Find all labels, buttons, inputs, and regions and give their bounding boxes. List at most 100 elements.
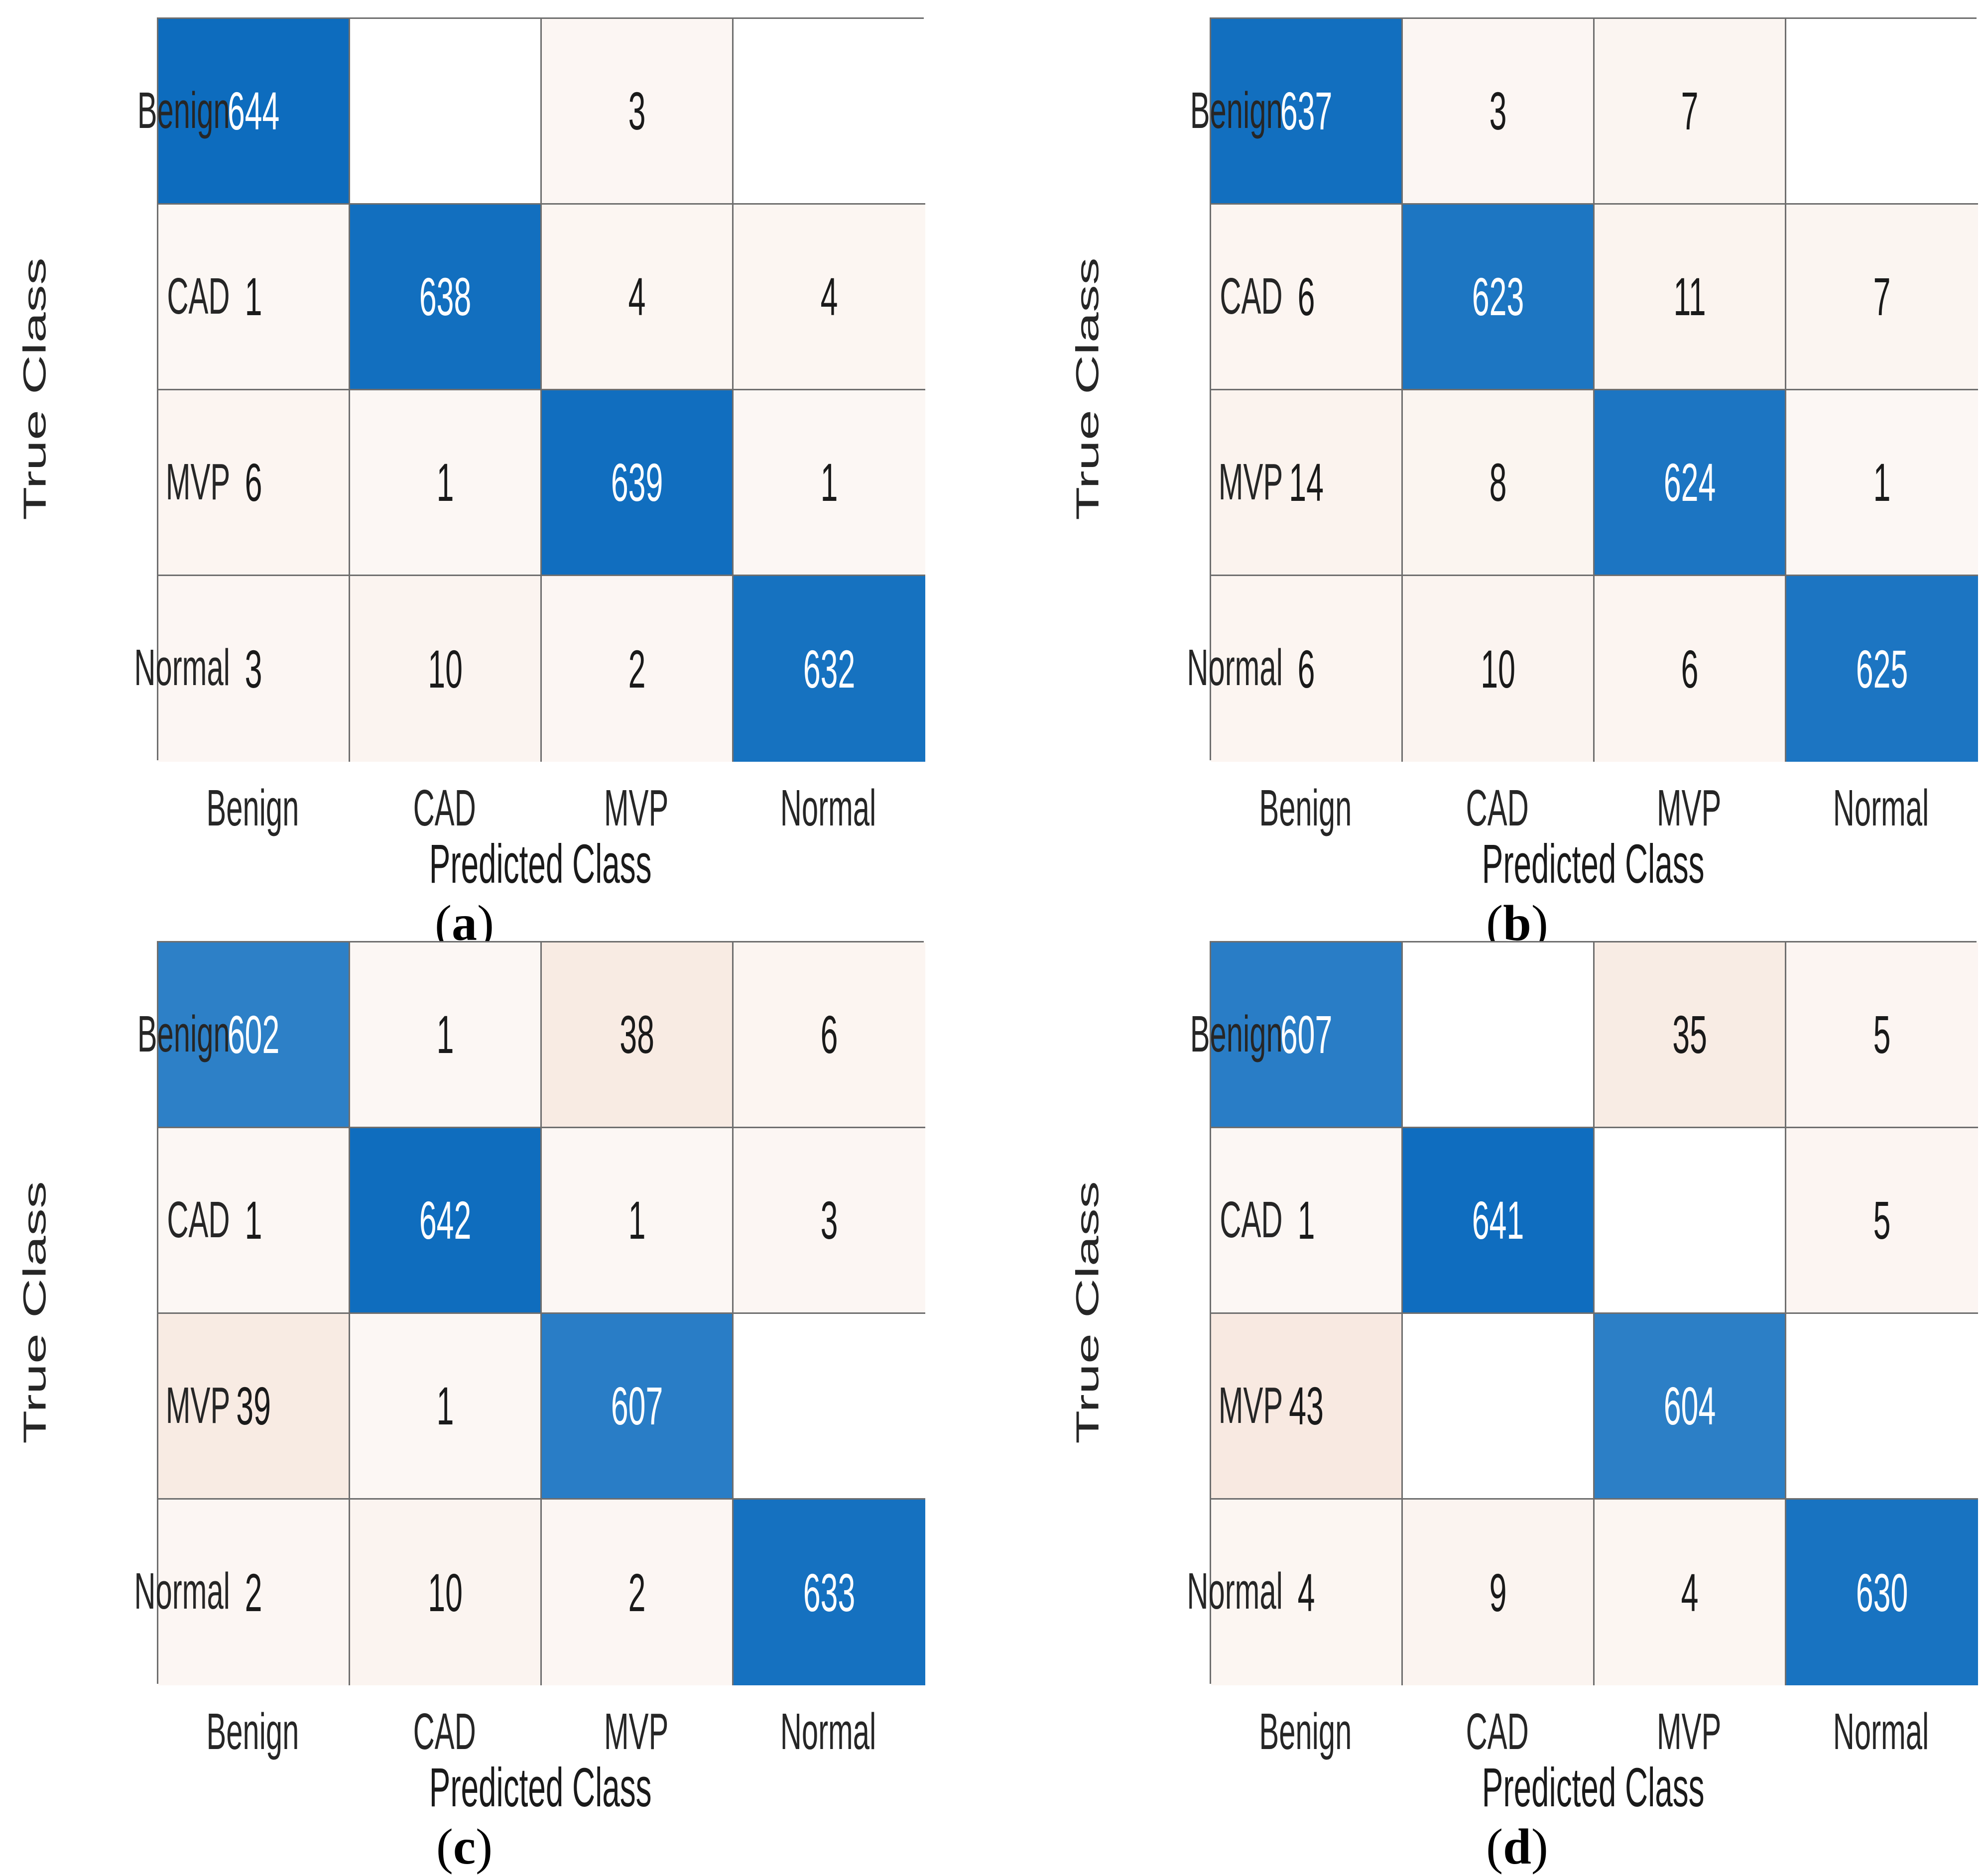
- matrix-cell: 35: [1595, 942, 1786, 1128]
- cell-value: 1: [821, 452, 838, 512]
- x-axis-title: Predicted Class: [429, 833, 652, 895]
- cell-value: 1: [1297, 1190, 1315, 1250]
- matrix-cell: 644: [158, 19, 350, 205]
- y-tick-label-text: MVP: [165, 1377, 230, 1434]
- matrix-cell: [1786, 1314, 1978, 1500]
- x-tick-label-text: MVP: [1656, 779, 1722, 836]
- y-axis-title-box: True Class: [5, 17, 65, 760]
- matrix-cell: 10: [350, 576, 542, 762]
- matrix-cell: 7: [1786, 205, 1978, 390]
- x-tick-label-text: CAD: [413, 1703, 476, 1760]
- matrix-cell: 4: [734, 205, 925, 390]
- x-axis-title: Predicted Class: [1482, 833, 1705, 895]
- cell-value: 2: [628, 1562, 646, 1623]
- x-tick-label-text: Normal: [780, 1703, 876, 1760]
- matrix-cell: 43: [1211, 1314, 1403, 1500]
- x-tick-label: MVP: [1593, 782, 1785, 833]
- y-tick-label-text: MVP: [1218, 1377, 1283, 1434]
- cell-value: 10: [1481, 638, 1515, 699]
- x-tick-labels: Benign CAD MVP Normal: [1210, 1684, 1977, 1760]
- matrix-cell: [1595, 1128, 1786, 1314]
- matrix-cell: [734, 1314, 925, 1500]
- cell-value: 9: [1489, 1562, 1507, 1623]
- y-tick-label-text: Normal: [134, 1562, 230, 1620]
- matrix-cell: 1: [350, 390, 542, 576]
- y-tick-label: Normal: [1117, 1498, 1290, 1684]
- matrix-cell: 1: [542, 1128, 734, 1314]
- matrix-cell: 623: [1403, 205, 1595, 390]
- matrix-cell: 602: [158, 942, 350, 1128]
- y-tick-label: Normal: [65, 575, 237, 760]
- y-tick-label: Normal: [1117, 575, 1290, 760]
- x-tick-label: Normal: [732, 1706, 924, 1757]
- x-tick-label-text: MVP: [604, 779, 669, 836]
- x-tick-label-text: Benign: [1259, 1703, 1352, 1760]
- matrix-cell: 2: [158, 1500, 350, 1685]
- cell-value: 4: [1681, 1562, 1699, 1623]
- cell-value: 607: [611, 1376, 663, 1436]
- cell-value: 604: [1663, 1376, 1716, 1436]
- cell-value: 7: [1681, 81, 1699, 141]
- y-tick-label: CAD: [1117, 203, 1290, 389]
- y-axis-title: True Class: [1070, 1181, 1106, 1444]
- matrix-cell: 3: [1403, 19, 1595, 205]
- y-tick-labels: Benign CAD MVP Normal: [65, 941, 230, 1684]
- x-axis-title: Predicted Class: [1482, 1757, 1705, 1818]
- cell-value: 638: [419, 266, 472, 327]
- y-tick-label: Benign: [1117, 17, 1290, 203]
- cell-value: 1: [436, 452, 454, 512]
- matrix-cell: 625: [1786, 576, 1978, 762]
- cell-value: 35: [1672, 1004, 1707, 1064]
- y-tick-label-text: Benign: [137, 1005, 230, 1062]
- y-axis-title-box: True Class: [1058, 941, 1117, 1684]
- matrix-cell: 6: [1211, 205, 1403, 390]
- x-tick-label-text: Benign: [206, 1703, 299, 1760]
- x-tick-label-text: Benign: [1259, 779, 1352, 836]
- cell-value: 6: [1681, 638, 1699, 699]
- matrix-cell: 11: [1595, 205, 1786, 390]
- matrix-grid: 644 3 1 638 4 4 6 1 639 1 3 10 2 632: [157, 17, 925, 762]
- cell-value: 5: [1873, 1004, 1891, 1064]
- x-tick-label-text: CAD: [413, 779, 476, 836]
- cell-value: 637: [1280, 81, 1333, 141]
- matrix-cell: 1: [1786, 390, 1978, 576]
- y-tick-label: CAD: [65, 203, 237, 389]
- matrix-cell: 3: [158, 576, 350, 762]
- matrix-cell: 10: [350, 1500, 542, 1685]
- x-tick-label-text: CAD: [1466, 779, 1529, 836]
- cell-value: 4: [1297, 1562, 1315, 1623]
- cell-value: 630: [1856, 1562, 1908, 1623]
- matrix-cell: [1786, 19, 1978, 205]
- cell-value: 3: [628, 81, 646, 141]
- cell-value: 639: [611, 452, 663, 512]
- matrix-cell: 5: [1786, 1128, 1978, 1314]
- matrix-cell: 633: [734, 1500, 925, 1685]
- cell-value: 644: [227, 81, 280, 141]
- matrix-cell: 4: [1595, 1500, 1786, 1685]
- cell-value: 14: [1289, 452, 1324, 512]
- cell-value: 1: [628, 1190, 646, 1250]
- matrix-cell: 1: [350, 942, 542, 1128]
- x-tick-label: MVP: [540, 1706, 732, 1757]
- cell-value: 633: [803, 1562, 856, 1623]
- matrix-cell: 624: [1595, 390, 1786, 576]
- matrix-cell: 638: [350, 205, 542, 390]
- y-tick-label-text: Normal: [1187, 639, 1283, 696]
- cell-value: 602: [227, 1004, 280, 1064]
- y-tick-labels: Benign CAD MVP Normal: [1117, 17, 1283, 760]
- confusion-matrix-panel-a: True Class Benign CAD MVP Normal 644 3 1 638 4 4…: [0, 0, 993, 951]
- matrix-cell: 641: [1403, 1128, 1595, 1314]
- matrix-cell: 642: [350, 1128, 542, 1314]
- y-tick-label: MVP: [1117, 1312, 1290, 1498]
- x-tick-label: MVP: [540, 782, 732, 833]
- y-tick-label-text: CAD: [1220, 267, 1283, 325]
- y-tick-label-text: CAD: [167, 1191, 230, 1248]
- y-axis-title: True Class: [1070, 257, 1106, 520]
- x-tick-label-text: MVP: [604, 1703, 669, 1760]
- cell-value: 43: [1289, 1376, 1324, 1436]
- cell-value: 11: [1673, 266, 1706, 327]
- matrix-cell: 2: [542, 576, 734, 762]
- x-tick-label: CAD: [1401, 1706, 1593, 1757]
- matrix-cell: 4: [542, 205, 734, 390]
- x-tick-label-text: CAD: [1466, 1703, 1529, 1760]
